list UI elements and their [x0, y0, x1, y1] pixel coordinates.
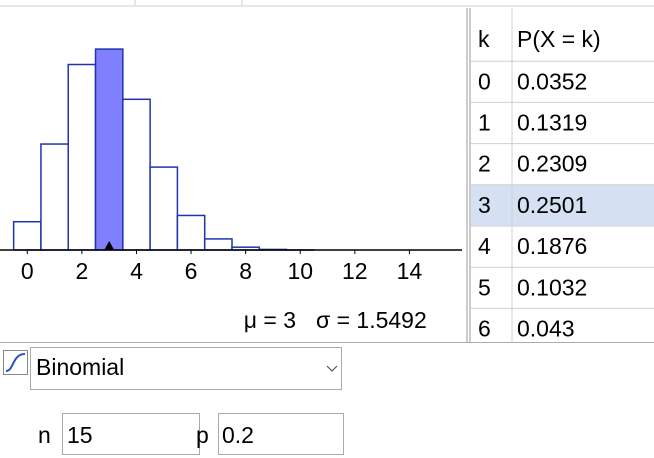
bar — [40, 143, 69, 251]
x-tick-label: 8 — [239, 258, 252, 284]
probability-table: k P(X = k) 0 0.0352 1 0.1319 2 0.2309 3 0.2501 4 0.… — [471, 8, 654, 342]
bar — [12, 220, 42, 251]
param-value[interactable]: 15 — [67, 422, 93, 448]
table-cell: 0.2309 — [517, 151, 587, 177]
distribution-dropdown[interactable]: Binomial — [3, 347, 342, 390]
x-tick-label: 0 — [21, 258, 34, 284]
table-cell: 3 — [478, 192, 491, 218]
table-cell: 6 — [478, 315, 491, 341]
bar — [176, 214, 206, 251]
param-input[interactable] — [62, 413, 200, 455]
selected-row — [471, 184, 654, 226]
bar — [203, 238, 233, 251]
cdf-icon — [5, 353, 26, 372]
table-cell: 4 — [478, 233, 491, 259]
table-cell: 2 — [478, 151, 491, 177]
x-tick-label: 10 — [287, 258, 313, 284]
table-cell: 0.2501 — [517, 192, 587, 218]
selected-marker — [104, 241, 115, 250]
table-header: P(X = k) — [517, 26, 601, 52]
mean-label: μ = 3 — [244, 307, 296, 333]
dropdown-arrow — [326, 365, 338, 372]
param-input[interactable] — [218, 413, 344, 455]
select-box[interactable] — [30, 347, 342, 390]
bar — [122, 98, 151, 251]
x-tick-label: 6 — [185, 258, 198, 284]
bar — [67, 63, 97, 251]
table-cell: 0.1876 — [517, 233, 587, 259]
sd-label: σ = 1.5492 — [316, 307, 427, 333]
x-tick-label: 4 — [130, 258, 143, 284]
bar — [149, 166, 179, 251]
table-cell: 0.1032 — [517, 274, 587, 300]
param-value[interactable]: 0.2 — [222, 422, 254, 448]
param-label: p — [196, 422, 209, 448]
table-cell: 0.1319 — [517, 109, 587, 135]
bar — [94, 48, 124, 251]
param-label: n — [38, 422, 51, 448]
table-cell: 0.043 — [517, 315, 575, 341]
table-cell: 0.0352 — [517, 68, 587, 94]
x-tick-label: 2 — [75, 258, 88, 284]
table-cell: 0 — [478, 68, 491, 94]
x-tick-label: 14 — [397, 258, 423, 284]
table-cell: 5 — [478, 274, 491, 300]
x-tick-label: 12 — [342, 258, 368, 284]
table-cell: 1 — [478, 109, 491, 135]
select-value: Binomial — [36, 354, 124, 380]
table-header: k — [478, 26, 490, 52]
